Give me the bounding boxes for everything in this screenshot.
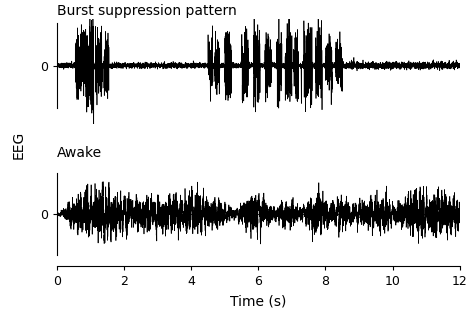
X-axis label: Time (s): Time (s) [230,294,286,308]
Text: Awake: Awake [57,146,102,160]
Text: Burst suppression pattern: Burst suppression pattern [57,4,237,18]
Text: EEG: EEG [12,130,26,159]
